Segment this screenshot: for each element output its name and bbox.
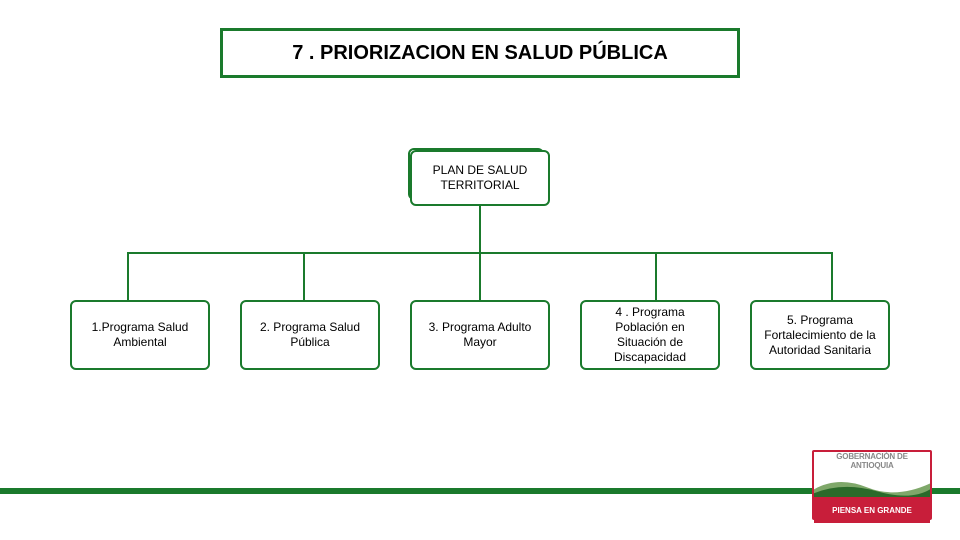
connector-child-vertical xyxy=(303,252,305,300)
root-node-label: PLAN DE SALUD TERRITORIAL xyxy=(420,163,540,193)
org-chart: PLAN DE SALUD TERRITORIAL 1.Programa Sal… xyxy=(0,120,960,400)
child-node: 1.Programa Salud Ambiental xyxy=(70,300,210,370)
logo-top-text: GOBERNACIÓN DE ANTIOQUIA xyxy=(814,452,930,470)
root-node: PLAN DE SALUD TERRITORIAL xyxy=(410,150,550,206)
logo-bottom-text: PIENSA EN GRANDE xyxy=(814,497,930,523)
logo-hills-icon xyxy=(814,470,930,497)
child-node-label: 1.Programa Salud Ambiental xyxy=(80,320,200,350)
connector-child-vertical xyxy=(127,252,129,300)
child-node: 4 . Programa Población en Situación de D… xyxy=(580,300,720,370)
antioquia-logo: GOBERNACIÓN DE ANTIOQUIA PIENSA EN GRAND… xyxy=(812,450,932,520)
slide-title-box: 7 . PRIORIZACION EN SALUD PÚBLICA xyxy=(220,28,740,78)
child-node: 3. Programa Adulto Mayor xyxy=(410,300,550,370)
slide-page: 7 . PRIORIZACION EN SALUD PÚBLICA PLAN D… xyxy=(0,0,960,540)
connector-child-vertical xyxy=(831,252,833,300)
child-node-label: 5. Programa Fortalecimiento de la Autori… xyxy=(760,313,880,358)
connector-root-vertical xyxy=(479,206,481,252)
child-node: 2. Programa Salud Pública xyxy=(240,300,380,370)
child-node-label: 4 . Programa Población en Situación de D… xyxy=(590,305,710,365)
connector-child-vertical xyxy=(655,252,657,300)
connector-child-vertical xyxy=(479,252,481,300)
slide-title: 7 . PRIORIZACION EN SALUD PÚBLICA xyxy=(292,42,668,65)
root-node-wrap: PLAN DE SALUD TERRITORIAL xyxy=(410,150,550,206)
child-node-label: 2. Programa Salud Pública xyxy=(250,320,370,350)
child-node-label: 3. Programa Adulto Mayor xyxy=(420,320,540,350)
children-row: 1.Programa Salud Ambiental 2. Programa Sa… xyxy=(0,300,960,370)
child-node: 5. Programa Fortalecimiento de la Autori… xyxy=(750,300,890,370)
